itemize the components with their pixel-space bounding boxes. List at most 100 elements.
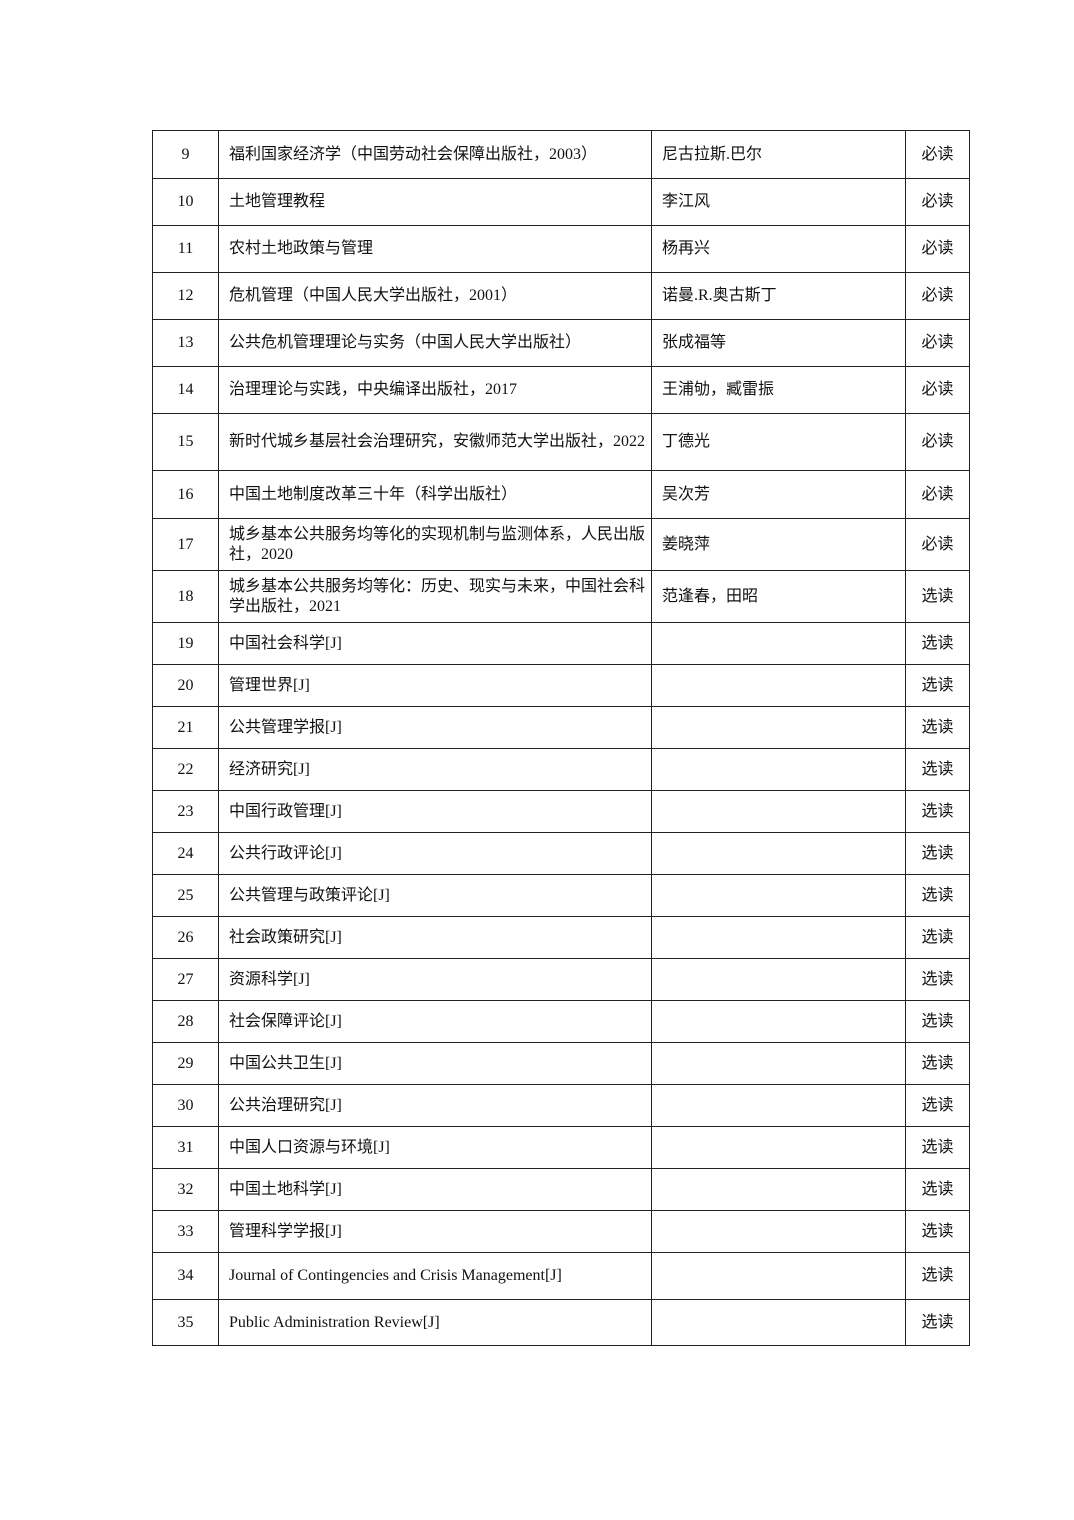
table-row: 15 新时代城乡基层社会治理研究，安徽师范大学出版社，2022 丁德光 必读	[152, 413, 970, 471]
table-row: 13 公共危机管理理论与实务（中国人民大学出版社） 张成福等 必读	[152, 319, 970, 367]
table-row: 23 中国行政管理[J] 选读	[152, 790, 970, 833]
book-author: 李江风	[651, 178, 906, 226]
table-row: 29 中国公共卫生[J] 选读	[152, 1042, 970, 1085]
table-row: 18 城乡基本公共服务均等化：历史、现实与未来，中国社会科学出版社，2021 范逢春…	[152, 570, 970, 623]
book-title: 农村土地政策与管理	[218, 225, 652, 273]
book-author: 杨再兴	[651, 225, 906, 273]
table-row: 19 中国社会科学[J] 选读	[152, 622, 970, 665]
row-number: 17	[152, 518, 219, 571]
reading-type: 选读	[905, 570, 970, 623]
row-number: 18	[152, 570, 219, 623]
reading-type: 必读	[905, 225, 970, 273]
row-number: 11	[152, 225, 219, 273]
book-title: 中国土地制度改革三十年（科学出版社）	[218, 470, 652, 519]
book-author	[651, 958, 906, 1001]
row-number: 35	[152, 1299, 219, 1346]
table-row: 32 中国土地科学[J] 选读	[152, 1168, 970, 1211]
book-title: 治理理论与实践，中央编译出版社，2017	[218, 366, 652, 414]
table-row: 33 管理科学学报[J] 选读	[152, 1210, 970, 1253]
row-number: 10	[152, 178, 219, 226]
row-number: 20	[152, 664, 219, 707]
table-row: 11 农村土地政策与管理 杨再兴 必读	[152, 225, 970, 273]
row-number: 12	[152, 272, 219, 320]
book-title: 资源科学[J]	[218, 958, 652, 1001]
book-title: 公共管理与政策评论[J]	[218, 874, 652, 917]
book-title: 公共管理学报[J]	[218, 706, 652, 749]
table-row: 20 管理世界[J] 选读	[152, 664, 970, 707]
reading-type: 选读	[905, 1042, 970, 1085]
reading-list-table: 9 福利国家经济学（中国劳动社会保障出版社，2003） 尼古拉斯.巴尔 必读 10 土地管…	[152, 130, 970, 1346]
book-title: 管理科学学报[J]	[218, 1210, 652, 1253]
book-title: 管理世界[J]	[218, 664, 652, 707]
reading-type: 选读	[905, 1252, 970, 1300]
table-row: 27 资源科学[J] 选读	[152, 958, 970, 1001]
row-number: 24	[152, 832, 219, 875]
table-row: 28 社会保障评论[J] 选读	[152, 1000, 970, 1043]
table-row: 12 危机管理（中国人民大学出版社，2001） 诺曼.R.奥古斯丁 必读	[152, 272, 970, 320]
reading-type: 选读	[905, 706, 970, 749]
book-title: 土地管理教程	[218, 178, 652, 226]
row-number: 33	[152, 1210, 219, 1253]
row-number: 14	[152, 366, 219, 414]
row-number: 19	[152, 622, 219, 665]
reading-type: 必读	[905, 470, 970, 519]
book-title: 经济研究[J]	[218, 748, 652, 791]
reading-type: 必读	[905, 413, 970, 471]
book-author	[651, 706, 906, 749]
reading-type: 选读	[905, 1168, 970, 1211]
row-number: 28	[152, 1000, 219, 1043]
reading-type: 必读	[905, 319, 970, 367]
row-number: 16	[152, 470, 219, 519]
book-title: 中国公共卫生[J]	[218, 1042, 652, 1085]
book-author	[651, 748, 906, 791]
book-title: Journal of Contingencies and Crisis Mana…	[218, 1252, 652, 1300]
book-title: 福利国家经济学（中国劳动社会保障出版社，2003）	[218, 130, 652, 179]
reading-type: 必读	[905, 178, 970, 226]
book-author: 姜晓萍	[651, 518, 906, 571]
book-author	[651, 874, 906, 917]
row-number: 26	[152, 916, 219, 959]
book-author	[651, 790, 906, 833]
reading-list-body: 9 福利国家经济学（中国劳动社会保障出版社，2003） 尼古拉斯.巴尔 必读 10 土地管…	[152, 130, 970, 1346]
table-row: 30 公共治理研究[J] 选读	[152, 1084, 970, 1127]
book-author	[651, 916, 906, 959]
book-author: 丁德光	[651, 413, 906, 471]
book-title: 新时代城乡基层社会治理研究，安徽师范大学出版社，2022	[218, 413, 652, 471]
reading-type: 选读	[905, 958, 970, 1001]
reading-type: 选读	[905, 748, 970, 791]
row-number: 21	[152, 706, 219, 749]
reading-type: 选读	[905, 1299, 970, 1346]
table-row: 34 Journal of Contingencies and Crisis Ma…	[152, 1252, 970, 1300]
book-author	[651, 1210, 906, 1253]
table-row: 22 经济研究[J] 选读	[152, 748, 970, 791]
book-author	[651, 1084, 906, 1127]
reading-type: 必读	[905, 272, 970, 320]
book-title: 中国行政管理[J]	[218, 790, 652, 833]
book-author: 尼古拉斯.巴尔	[651, 130, 906, 179]
table-row: 24 公共行政评论[J] 选读	[152, 832, 970, 875]
reading-type: 选读	[905, 1210, 970, 1253]
reading-type: 选读	[905, 622, 970, 665]
table-row: 10 土地管理教程 李江风 必读	[152, 178, 970, 226]
row-number: 32	[152, 1168, 219, 1211]
book-author	[651, 832, 906, 875]
reading-type: 必读	[905, 518, 970, 571]
table-row: 14 治理理论与实践，中央编译出版社，2017 王浦劬，臧雷振 必读	[152, 366, 970, 414]
row-number: 31	[152, 1126, 219, 1169]
book-author	[651, 1042, 906, 1085]
reading-type: 必读	[905, 130, 970, 179]
book-title: 社会政策研究[J]	[218, 916, 652, 959]
table-row: 25 公共管理与政策评论[J] 选读	[152, 874, 970, 917]
book-title: 公共治理研究[J]	[218, 1084, 652, 1127]
reading-type: 选读	[905, 1084, 970, 1127]
book-title: 中国社会科学[J]	[218, 622, 652, 665]
table-row: 35 Public Administration Review[J] 选读	[152, 1299, 970, 1346]
book-title: 城乡基本公共服务均等化：历史、现实与未来，中国社会科学出版社，2021	[218, 570, 652, 623]
book-title: 中国土地科学[J]	[218, 1168, 652, 1211]
book-author: 范逢春，田昭	[651, 570, 906, 623]
book-title: 危机管理（中国人民大学出版社，2001）	[218, 272, 652, 320]
book-author	[651, 1252, 906, 1300]
book-title: 公共危机管理理论与实务（中国人民大学出版社）	[218, 319, 652, 367]
reading-type: 选读	[905, 832, 970, 875]
reading-type: 选读	[905, 664, 970, 707]
